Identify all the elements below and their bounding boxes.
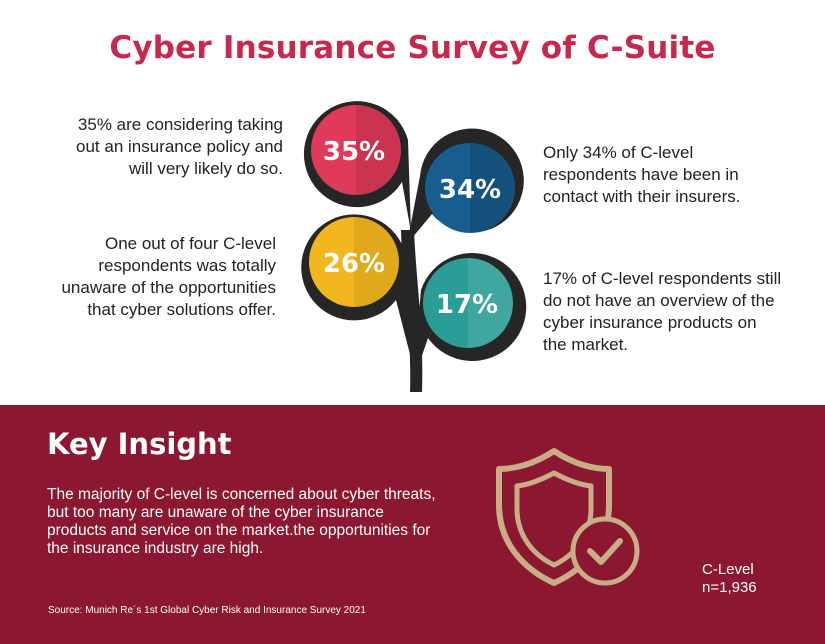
bubble-17-fill xyxy=(423,258,513,348)
bubble-35-shade xyxy=(356,105,401,195)
bubble-35: 35% xyxy=(303,101,411,232)
key-insight-title: Key Insight xyxy=(47,427,232,461)
key-insight-banner xyxy=(0,405,825,644)
bubble-label-35: 35% xyxy=(323,137,385,167)
bubble-tree-graphic: 35% 34% 26% 17% xyxy=(301,101,527,392)
bubble-label-34: 34% xyxy=(439,175,501,205)
source-note: Source: Munich Re´s 1st Global Cyber Ris… xyxy=(48,605,366,616)
bubble-label-26: 26% xyxy=(323,249,385,279)
bubble-label-17: 17% xyxy=(436,290,498,320)
stat-text-35: 35% are considering taking out an insura… xyxy=(76,115,283,178)
shield-check-icon xyxy=(496,448,640,586)
bubble-35-fill xyxy=(311,105,401,195)
bubble-26-fill xyxy=(309,217,399,307)
stat-text-26: One out of four C-level respondents was … xyxy=(61,234,276,319)
sample-group-label: C-Level xyxy=(702,561,754,578)
bubble-26: 26% xyxy=(301,214,412,362)
infographic-title: Cyber Insurance Survey of C-Suite xyxy=(109,30,716,66)
stat-text-34: Only 34% of C-level respondents have bee… xyxy=(543,143,741,206)
sample-size: C-Level n=1,936 xyxy=(702,561,757,597)
bubble-17-shade xyxy=(468,258,513,348)
bubble-34-fill xyxy=(425,143,515,233)
stat-text-17: 17% of C-level respondents still do not … xyxy=(543,269,782,354)
key-insight-body: The majority of C-level is concerned abo… xyxy=(47,486,436,557)
bubble-34: 34% xyxy=(407,128,524,244)
bubble-26-shade xyxy=(354,217,399,307)
bubble-17: 17% xyxy=(413,253,527,382)
bubble-34-shade xyxy=(470,143,515,233)
sample-count: n=1,936 xyxy=(702,579,757,596)
